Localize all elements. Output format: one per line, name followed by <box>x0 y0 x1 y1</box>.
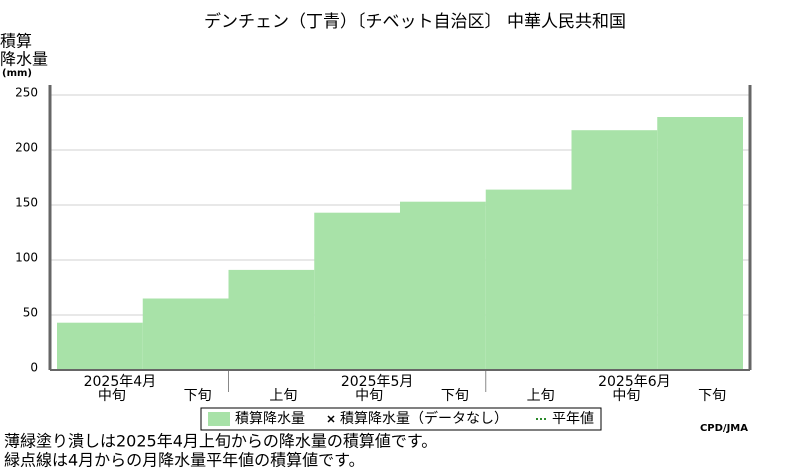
bar <box>657 117 743 370</box>
month-label: 2025年5月 <box>341 374 414 390</box>
x-tick-label: 中旬 <box>98 388 126 404</box>
bar <box>228 269 315 370</box>
legend-label: 平年値 <box>552 411 594 427</box>
credit: CPD/JMA <box>700 423 748 434</box>
x-tick-label: 下旬 <box>441 388 469 404</box>
x-tick-label: 下旬 <box>184 388 212 404</box>
y-axis-label: 降水量 <box>0 50 48 69</box>
bar <box>57 322 143 370</box>
x-tick-label: 下旬 <box>698 388 726 404</box>
x-tick-label: 上旬 <box>527 388 555 404</box>
legend-swatch <box>208 412 230 426</box>
bar <box>142 298 229 370</box>
y-tick-label: 200 <box>15 141 38 155</box>
bar <box>314 212 400 370</box>
y-tick-label: 250 <box>15 86 38 100</box>
y-tick-label: 150 <box>15 196 38 210</box>
x-tick-label: 中旬 <box>355 388 383 404</box>
y-tick-label: 50 <box>23 306 38 320</box>
x-tick-label: 中旬 <box>612 388 640 404</box>
bar <box>485 189 572 370</box>
bar <box>400 201 486 370</box>
legend-x-symbol <box>327 415 335 423</box>
chart-title: デンチェン（丁青）〔チベット自治区〕 中華人民共和国 <box>204 11 626 32</box>
y-axis-unit: (mm) <box>2 68 32 79</box>
legend-label: 積算降水量 <box>235 411 305 427</box>
bar <box>571 130 658 370</box>
month-label: 2025年4月 <box>84 374 157 390</box>
y-tick-label: 0 <box>30 361 38 375</box>
legend-label: 積算降水量（データなし） <box>340 410 508 427</box>
note: 薄緑塗り潰しは2025年4月上旬からの降水量の積算値です。 <box>4 432 437 451</box>
note: 緑点線は4月からの月降水量平年値の積算値です。 <box>4 451 365 470</box>
y-tick-label: 100 <box>15 251 38 265</box>
legend-box <box>200 407 602 431</box>
y-axis-label: 積算 <box>0 32 32 51</box>
x-tick-label: 上旬 <box>269 388 297 404</box>
legend: 積算降水量 積算降水量（データなし） 平年値 <box>200 407 602 431</box>
month-label: 2025年6月 <box>598 374 671 390</box>
